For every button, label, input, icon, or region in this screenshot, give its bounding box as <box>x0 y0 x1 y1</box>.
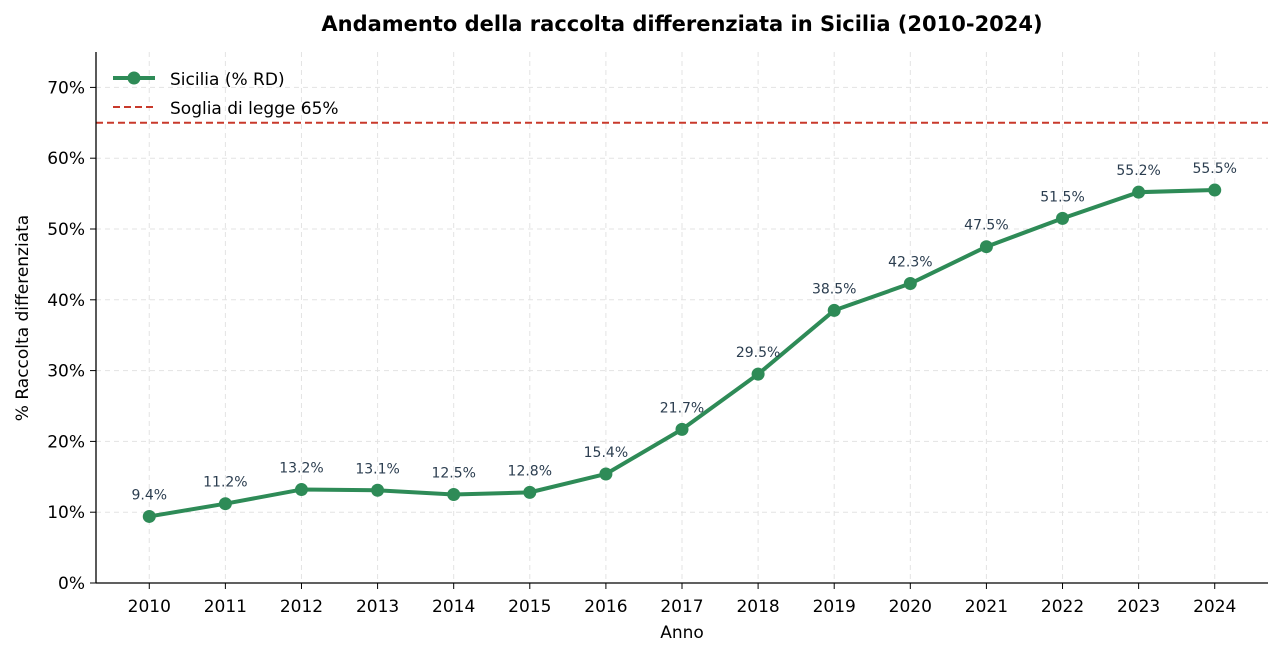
x-tick-label: 2023 <box>1117 597 1160 617</box>
x-axis-label: Anno <box>660 623 704 643</box>
x-tick-label: 2017 <box>660 597 703 617</box>
data-label: 11.2% <box>203 475 247 491</box>
chart-title: Andamento della raccolta differenziata i… <box>321 12 1042 36</box>
data-point <box>218 497 232 511</box>
y-tick-label: 40% <box>47 291 85 311</box>
x-tick-label: 2013 <box>356 597 399 617</box>
data-label: 55.5% <box>1192 161 1236 177</box>
x-tick-label: 2010 <box>128 597 171 617</box>
x-tick-label: 2014 <box>432 597 475 617</box>
data-label: 12.8% <box>508 463 552 479</box>
data-label: 47.5% <box>964 218 1008 234</box>
legend: Sicilia (% RD) Soglia di legge 65% <box>113 70 339 119</box>
data-point <box>523 485 537 499</box>
data-label: 13.2% <box>279 461 323 477</box>
data-point <box>903 277 917 291</box>
x-tick-label: 2016 <box>584 597 627 617</box>
x-tick-label: 2024 <box>1193 597 1236 617</box>
y-tick-label: 0% <box>58 574 85 594</box>
data-label: 42.3% <box>888 255 932 271</box>
y-tick-label: 20% <box>47 432 85 452</box>
y-tick-label: 50% <box>47 220 85 240</box>
data-point <box>447 488 461 501</box>
data-label: 29.5% <box>736 345 780 361</box>
data-point <box>1056 211 1070 225</box>
x-tick-label: 2012 <box>280 597 323 617</box>
data-point <box>1208 183 1222 197</box>
data-point <box>675 422 689 436</box>
data-label: 38.5% <box>812 281 856 297</box>
y-tick-label: 30% <box>47 362 85 382</box>
data-label: 9.4% <box>131 487 167 503</box>
y-axis-label: % Raccolta differenziata <box>13 215 33 421</box>
legend-reference-label: Soglia di legge 65% <box>170 99 339 119</box>
data-point <box>371 483 385 497</box>
data-label: 15.4% <box>584 445 628 461</box>
data-point <box>1132 185 1146 199</box>
data-point <box>142 509 156 523</box>
x-tick-label: 2011 <box>204 597 247 617</box>
data-point <box>827 303 841 317</box>
legend-series-marker <box>127 71 141 85</box>
data-label: 21.7% <box>660 400 704 416</box>
x-tick-label: 2019 <box>813 597 856 617</box>
data-point <box>599 467 613 481</box>
data-label: 51.5% <box>1040 189 1084 205</box>
x-tick-label: 2022 <box>1041 597 1084 617</box>
y-tick-label: 60% <box>47 149 85 169</box>
y-tick-label: 70% <box>47 78 85 98</box>
data-label: 55.2% <box>1116 163 1160 179</box>
x-tick-label: 2021 <box>965 597 1008 617</box>
x-tick-label: 2015 <box>508 597 551 617</box>
data-label: 12.5% <box>431 466 475 482</box>
y-tick-label: 10% <box>47 503 85 523</box>
data-label: 13.1% <box>355 461 399 477</box>
x-tick-label: 2020 <box>889 597 932 617</box>
data-point <box>979 240 993 254</box>
data-point <box>751 367 765 381</box>
legend-series-label: Sicilia (% RD) <box>170 70 285 90</box>
x-tick-label: 2018 <box>736 597 779 617</box>
data-point <box>294 483 308 497</box>
